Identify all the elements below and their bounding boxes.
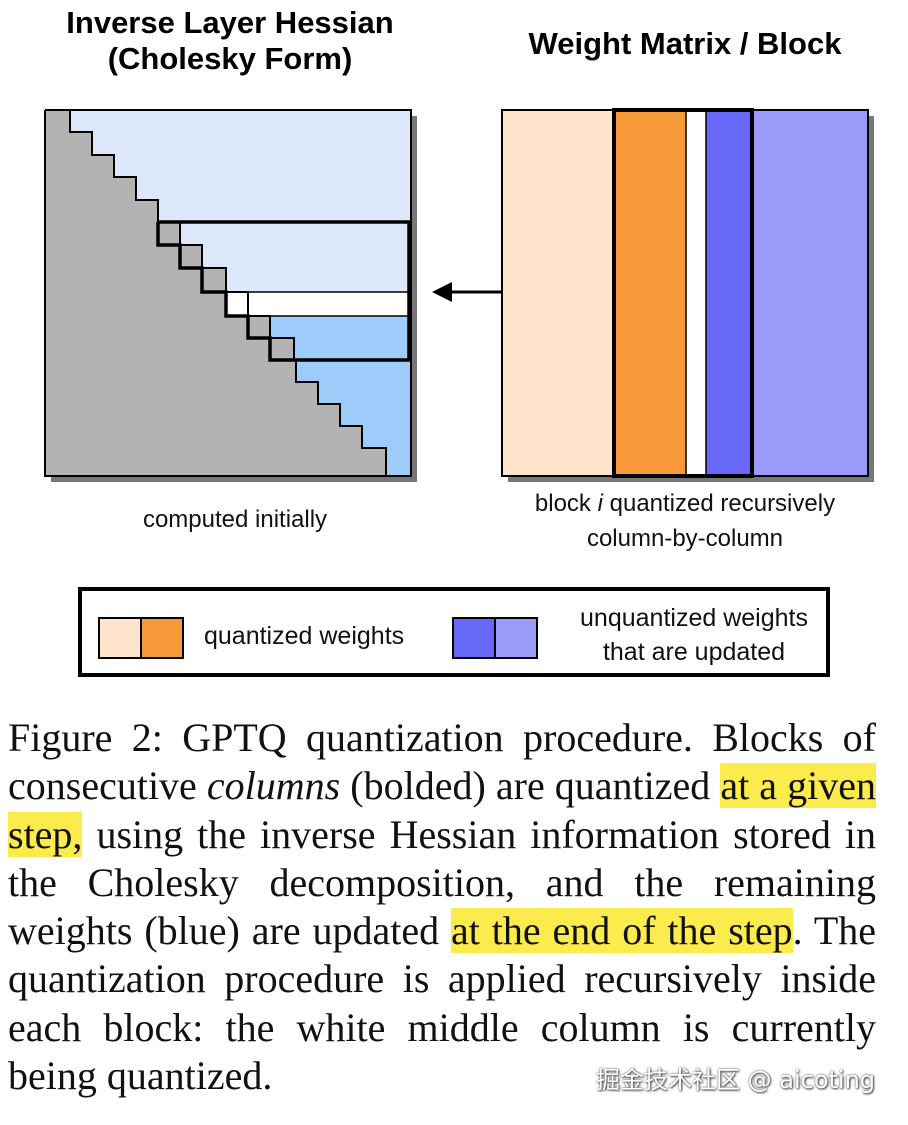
weight-matrix (501, 108, 874, 482)
figure-caption: Figure 2: GPTQ quantization procedure. B… (8, 715, 877, 1099)
highlight-end-of-step: at the end of the step (451, 908, 793, 954)
hessian-panel-title: Inverse Layer Hessian (Cholesky Form) (66, 5, 394, 76)
gptq-diagram (44, 108, 874, 482)
hessian-current-row (226, 292, 411, 316)
block-quantized-columns (614, 110, 686, 476)
weight-matrix-title: Weight Matrix / Block (528, 26, 842, 61)
weight-caption: block i quantized recursively column-by-c… (534, 490, 836, 552)
legend: quantized weights unquantized weights th… (78, 587, 830, 677)
legend-quantized-label: quantized weights (204, 622, 405, 650)
legend-swatch-light-unquantized (494, 617, 538, 659)
legend-unquantized-label: unquantized weights that are updated (580, 604, 808, 666)
hessian-updated-rows (248, 316, 411, 476)
block-outline (612, 108, 754, 478)
hessian-border (44, 109, 412, 477)
quantized-region (502, 110, 614, 476)
legend-swatch-light-quantized (98, 617, 142, 659)
current-column (686, 110, 706, 476)
hessian-block-outline (158, 220, 411, 362)
legend-swatch-quantized (140, 617, 184, 659)
watermark: 掘金技术社区 @ aicoting (596, 1066, 876, 1094)
legend-swatch-unquantized (452, 617, 496, 659)
unquantized-region (752, 110, 868, 476)
block-unquantized-columns (706, 110, 752, 476)
hessian-caption: computed initially (142, 506, 328, 533)
hessian-matrix (44, 109, 417, 482)
